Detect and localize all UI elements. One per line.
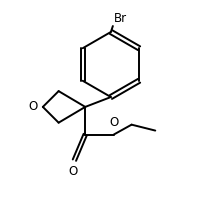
Text: Br: Br [114, 12, 127, 25]
Text: O: O [69, 165, 78, 178]
Text: O: O [29, 100, 38, 113]
Text: O: O [109, 116, 118, 129]
